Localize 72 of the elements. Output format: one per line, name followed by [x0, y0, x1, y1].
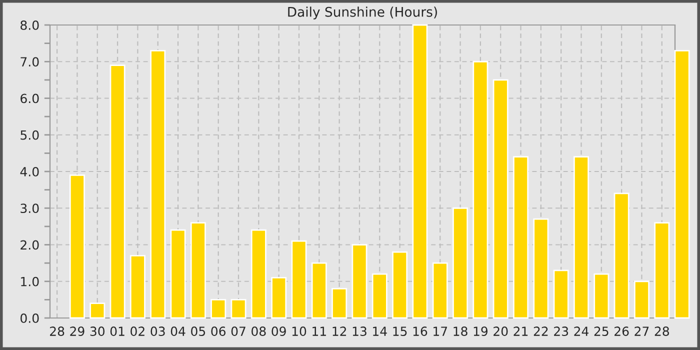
y-tick-label: 5.0 — [20, 130, 39, 140]
bar — [654, 222, 670, 319]
bar — [130, 255, 146, 319]
bar — [372, 273, 388, 319]
bar — [594, 273, 610, 319]
x-tick-label: 05 — [191, 326, 206, 336]
x-tick-label: 08 — [252, 326, 266, 336]
y-tick-label: 2.0 — [20, 240, 39, 250]
bar — [69, 174, 85, 319]
x-tick-label: 13 — [352, 326, 366, 336]
bar — [250, 229, 266, 319]
bar — [311, 262, 327, 319]
bar — [271, 277, 287, 319]
y-tick-label: 0.0 — [20, 313, 39, 323]
x-tick-label: 09 — [272, 326, 286, 336]
bar — [533, 218, 549, 319]
y-tick-label: 1.0 — [21, 276, 39, 286]
chart-title: Daily Sunshine (Hours) — [288, 6, 437, 20]
x-tick-label: 12 — [332, 326, 346, 336]
bar — [674, 50, 690, 319]
x-tick-label: 30 — [90, 326, 104, 336]
x-tick-label: 15 — [393, 326, 407, 336]
x-tick-label: 18 — [454, 326, 468, 336]
x-tick-label: 27 — [634, 326, 649, 336]
bar — [614, 192, 630, 319]
x-tick-label: 06 — [211, 326, 226, 336]
bar — [472, 60, 488, 319]
bar — [634, 280, 650, 319]
bar — [513, 156, 529, 319]
bar — [432, 262, 448, 319]
bar — [412, 24, 428, 319]
x-tick-label: 04 — [170, 326, 186, 336]
x-tick-label: 19 — [474, 326, 488, 336]
bar — [352, 244, 368, 319]
bar — [332, 288, 348, 319]
bar — [170, 229, 186, 319]
bar — [150, 50, 166, 319]
y-tick-label: 8.0 — [20, 20, 39, 30]
x-tick-label: 23 — [554, 326, 568, 336]
x-tick-label: 10 — [292, 326, 306, 336]
bar — [90, 302, 106, 319]
x-tick-label: 28 — [50, 326, 64, 336]
x-tick-label: 03 — [150, 326, 165, 336]
bar — [190, 222, 206, 319]
bar — [392, 251, 408, 319]
y-tick-label: 3.0 — [20, 204, 39, 214]
y-tick-label: 7.0 — [20, 57, 39, 67]
x-tick-label: 29 — [70, 326, 84, 336]
x-tick-label: 01 — [110, 326, 124, 336]
bar — [452, 207, 468, 319]
x-tick-label: 11 — [312, 326, 326, 336]
y-tick-label: 4.0 — [20, 166, 39, 176]
x-tick-label: 17 — [434, 326, 448, 336]
bar — [574, 156, 589, 319]
bar — [492, 79, 508, 319]
x-tick-label: 02 — [130, 326, 144, 336]
x-tick-label: 07 — [231, 326, 246, 336]
bar — [553, 270, 569, 319]
bar — [291, 240, 307, 319]
y-tick-label: 6.0 — [20, 94, 39, 104]
x-tick-label: 16 — [413, 326, 428, 336]
x-tick-label: 28 — [654, 326, 669, 336]
bar — [230, 298, 246, 319]
bar — [210, 298, 226, 319]
x-tick-label: 22 — [534, 326, 548, 336]
x-tick-label: 26 — [614, 326, 629, 336]
x-tick-label: 14 — [373, 326, 387, 336]
x-tick-label: 20 — [494, 326, 508, 336]
x-tick-label: 24 — [574, 326, 588, 336]
x-tick-label: 21 — [514, 326, 528, 336]
x-tick-label: 25 — [594, 326, 608, 336]
bar — [110, 64, 126, 319]
